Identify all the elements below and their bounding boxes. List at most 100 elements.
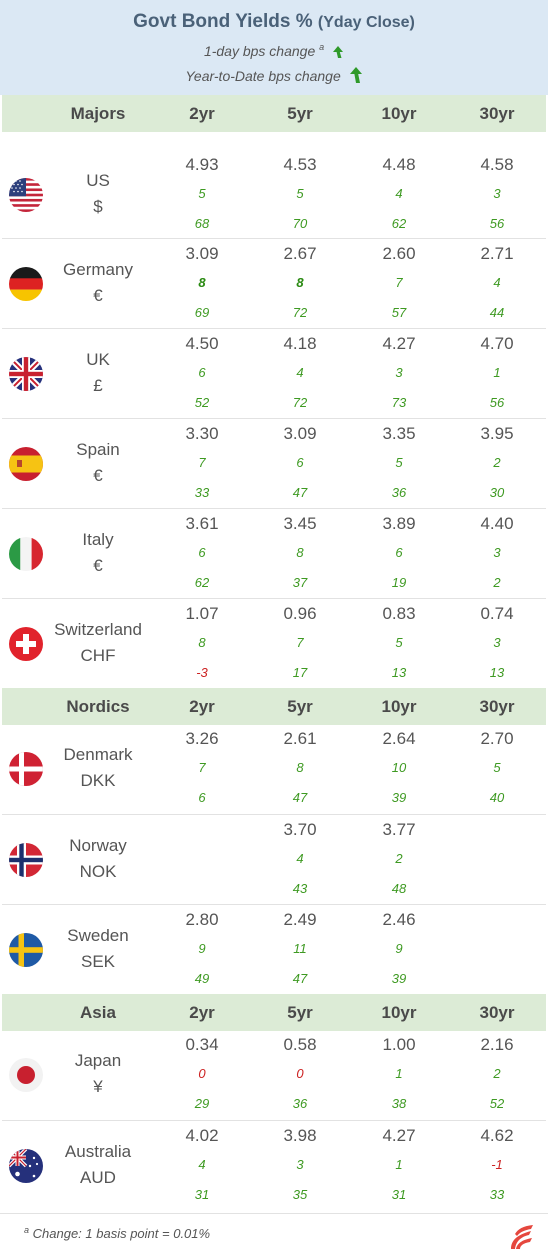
daily-change: 1 bbox=[395, 1157, 403, 1172]
column-header-10yr: 10yr bbox=[381, 697, 417, 716]
yield-value: 2.70 bbox=[480, 729, 514, 748]
daily-change: 11 bbox=[293, 941, 307, 956]
japan-flag-icon bbox=[9, 1058, 43, 1092]
table-row-uk: UK £4.50 6 52 4.18 4 72 4.27 3 73 4.70 1 56 bbox=[2, 328, 546, 418]
ytd-change: 57 bbox=[391, 305, 407, 320]
daily-change: 6 bbox=[395, 545, 403, 560]
yield-value: 3.89 bbox=[382, 514, 416, 533]
daily-change: 1 bbox=[395, 1066, 403, 1081]
country-name: Australia bbox=[64, 1142, 132, 1161]
ytd-change: 52 bbox=[194, 395, 210, 410]
yield-value: 3.30 bbox=[185, 424, 219, 443]
ytd-change: 33 bbox=[194, 485, 210, 500]
yield-value: 0.83 bbox=[382, 604, 416, 623]
daily-change: 2 bbox=[493, 455, 501, 470]
daily-change: 5 bbox=[493, 760, 501, 775]
daily-change: 9 bbox=[198, 941, 206, 956]
italy-flag-icon bbox=[9, 537, 43, 571]
spain-flag-icon bbox=[9, 447, 43, 481]
daily-change: 9 bbox=[395, 941, 403, 956]
currency: ¥ bbox=[93, 1077, 103, 1096]
daily-change: 4 bbox=[296, 851, 304, 866]
yield-value: 2.80 bbox=[185, 910, 219, 929]
country-name: Switzerland bbox=[54, 620, 142, 639]
ytd-change: 68 bbox=[194, 216, 210, 231]
yield-value: 1.00 bbox=[382, 1035, 416, 1054]
table-row-norway: Norway NOK 3.70 4 43 3.77 2 48 bbox=[2, 814, 546, 904]
currency: $ bbox=[93, 197, 103, 216]
column-header-30yr: 30yr bbox=[479, 104, 515, 123]
denmark-flag-icon bbox=[9, 752, 43, 786]
arrow-up-large-icon bbox=[349, 67, 362, 83]
currency: CHF bbox=[80, 646, 116, 665]
sweden-flag-icon bbox=[9, 933, 43, 967]
country-name: Germany bbox=[63, 260, 133, 279]
section-header-nordics: Nordics 2yr 5yr 10yr 30yr bbox=[2, 688, 546, 725]
daily-change: 2 bbox=[493, 1066, 501, 1081]
ytd-change: 62 bbox=[194, 575, 210, 590]
column-header-5yr: 5yr bbox=[287, 1003, 313, 1022]
daily-change: 3 bbox=[493, 635, 501, 650]
ytd-change: 29 bbox=[194, 1096, 210, 1111]
daily-change: 0 bbox=[198, 1066, 206, 1081]
table-row-us: US $4.93 5 68 4.53 5 70 4.48 4 62 4.58 3 56 bbox=[2, 150, 546, 240]
daily-change: 7 bbox=[198, 455, 206, 470]
ytd-change: 72 bbox=[292, 305, 308, 320]
ytd-change: 13 bbox=[391, 665, 407, 680]
ytd-change: 36 bbox=[292, 1096, 308, 1111]
ytd-change: 30 bbox=[489, 485, 505, 500]
country-name: Spain bbox=[76, 440, 120, 459]
yield-value: 1.07 bbox=[185, 604, 219, 623]
country-name: Italy bbox=[82, 530, 114, 549]
daily-change: 3 bbox=[493, 545, 501, 560]
country-name: UK bbox=[86, 350, 110, 369]
yield-value: 4.58 bbox=[480, 155, 514, 174]
yield-value: 2.16 bbox=[480, 1035, 514, 1054]
daily-change: 1 bbox=[493, 365, 501, 380]
column-header-5yr: 5yr bbox=[287, 697, 313, 716]
country-name: Sweden bbox=[67, 926, 129, 945]
ytd-change: 31 bbox=[194, 1187, 210, 1202]
ytd-change: 47 bbox=[292, 971, 308, 986]
footnote-mark: a bbox=[319, 42, 325, 52]
ytd-change: 2 bbox=[493, 575, 501, 590]
currency: AUD bbox=[80, 1168, 116, 1187]
column-header-2yr: 2yr bbox=[189, 1003, 215, 1022]
column-header-2yr: 2yr bbox=[189, 697, 215, 716]
ytd-change: 47 bbox=[292, 485, 308, 500]
yield-value: 4.18 bbox=[283, 334, 317, 353]
yield-value: 0.96 bbox=[283, 604, 317, 623]
country-name: US bbox=[86, 171, 110, 190]
ytd-change: 35 bbox=[292, 1187, 308, 1202]
daily-change: 5 bbox=[395, 635, 403, 650]
ytd-change: 33 bbox=[489, 1187, 505, 1202]
daily-change: 2 bbox=[395, 851, 403, 866]
currency: NOK bbox=[79, 862, 117, 881]
column-header-2yr: 2yr bbox=[189, 104, 215, 123]
daily-change: 4 bbox=[395, 186, 403, 201]
ytd-change: 39 bbox=[391, 971, 407, 986]
ytd-change: 31 bbox=[391, 1187, 407, 1202]
currency: € bbox=[93, 286, 103, 305]
column-header-30yr: 30yr bbox=[479, 697, 515, 716]
ytd-change: 69 bbox=[194, 305, 210, 320]
yield-value: 4.70 bbox=[480, 334, 514, 353]
yield-value: 3.77 bbox=[382, 820, 416, 839]
daily-change: 7 bbox=[395, 275, 403, 290]
section-header-majors: Majors 2yr 5yr 10yr 30yr bbox=[2, 95, 546, 132]
table-row-italy: Italy €3.61 6 62 3.45 8 37 3.89 6 19 4.40 3 2 bbox=[2, 508, 546, 598]
yield-value: 2.49 bbox=[283, 910, 317, 929]
yield-value: 2.46 bbox=[382, 910, 416, 929]
yield-value: 2.67 bbox=[283, 244, 317, 263]
currency: € bbox=[93, 466, 103, 485]
ytd-change: 49 bbox=[194, 971, 210, 986]
table-row-sweden: Sweden SEK 2.80 9 49 2.49 11 47 2.46 9 39 bbox=[2, 904, 546, 994]
yield-value: 4.53 bbox=[283, 155, 317, 174]
table-row-australia: Australia AUD 4.02 4 31 3.98 3 35 4.27 1 31 4.62 -1 3… bbox=[2, 1120, 546, 1210]
ytd-change: 43 bbox=[292, 881, 308, 896]
yield-value: 2.64 bbox=[382, 729, 416, 748]
yield-value: 0.34 bbox=[185, 1035, 219, 1054]
daily-change: 7 bbox=[198, 760, 206, 775]
ytd-change: 47 bbox=[292, 790, 308, 805]
arrow-up-small-icon bbox=[333, 46, 344, 58]
